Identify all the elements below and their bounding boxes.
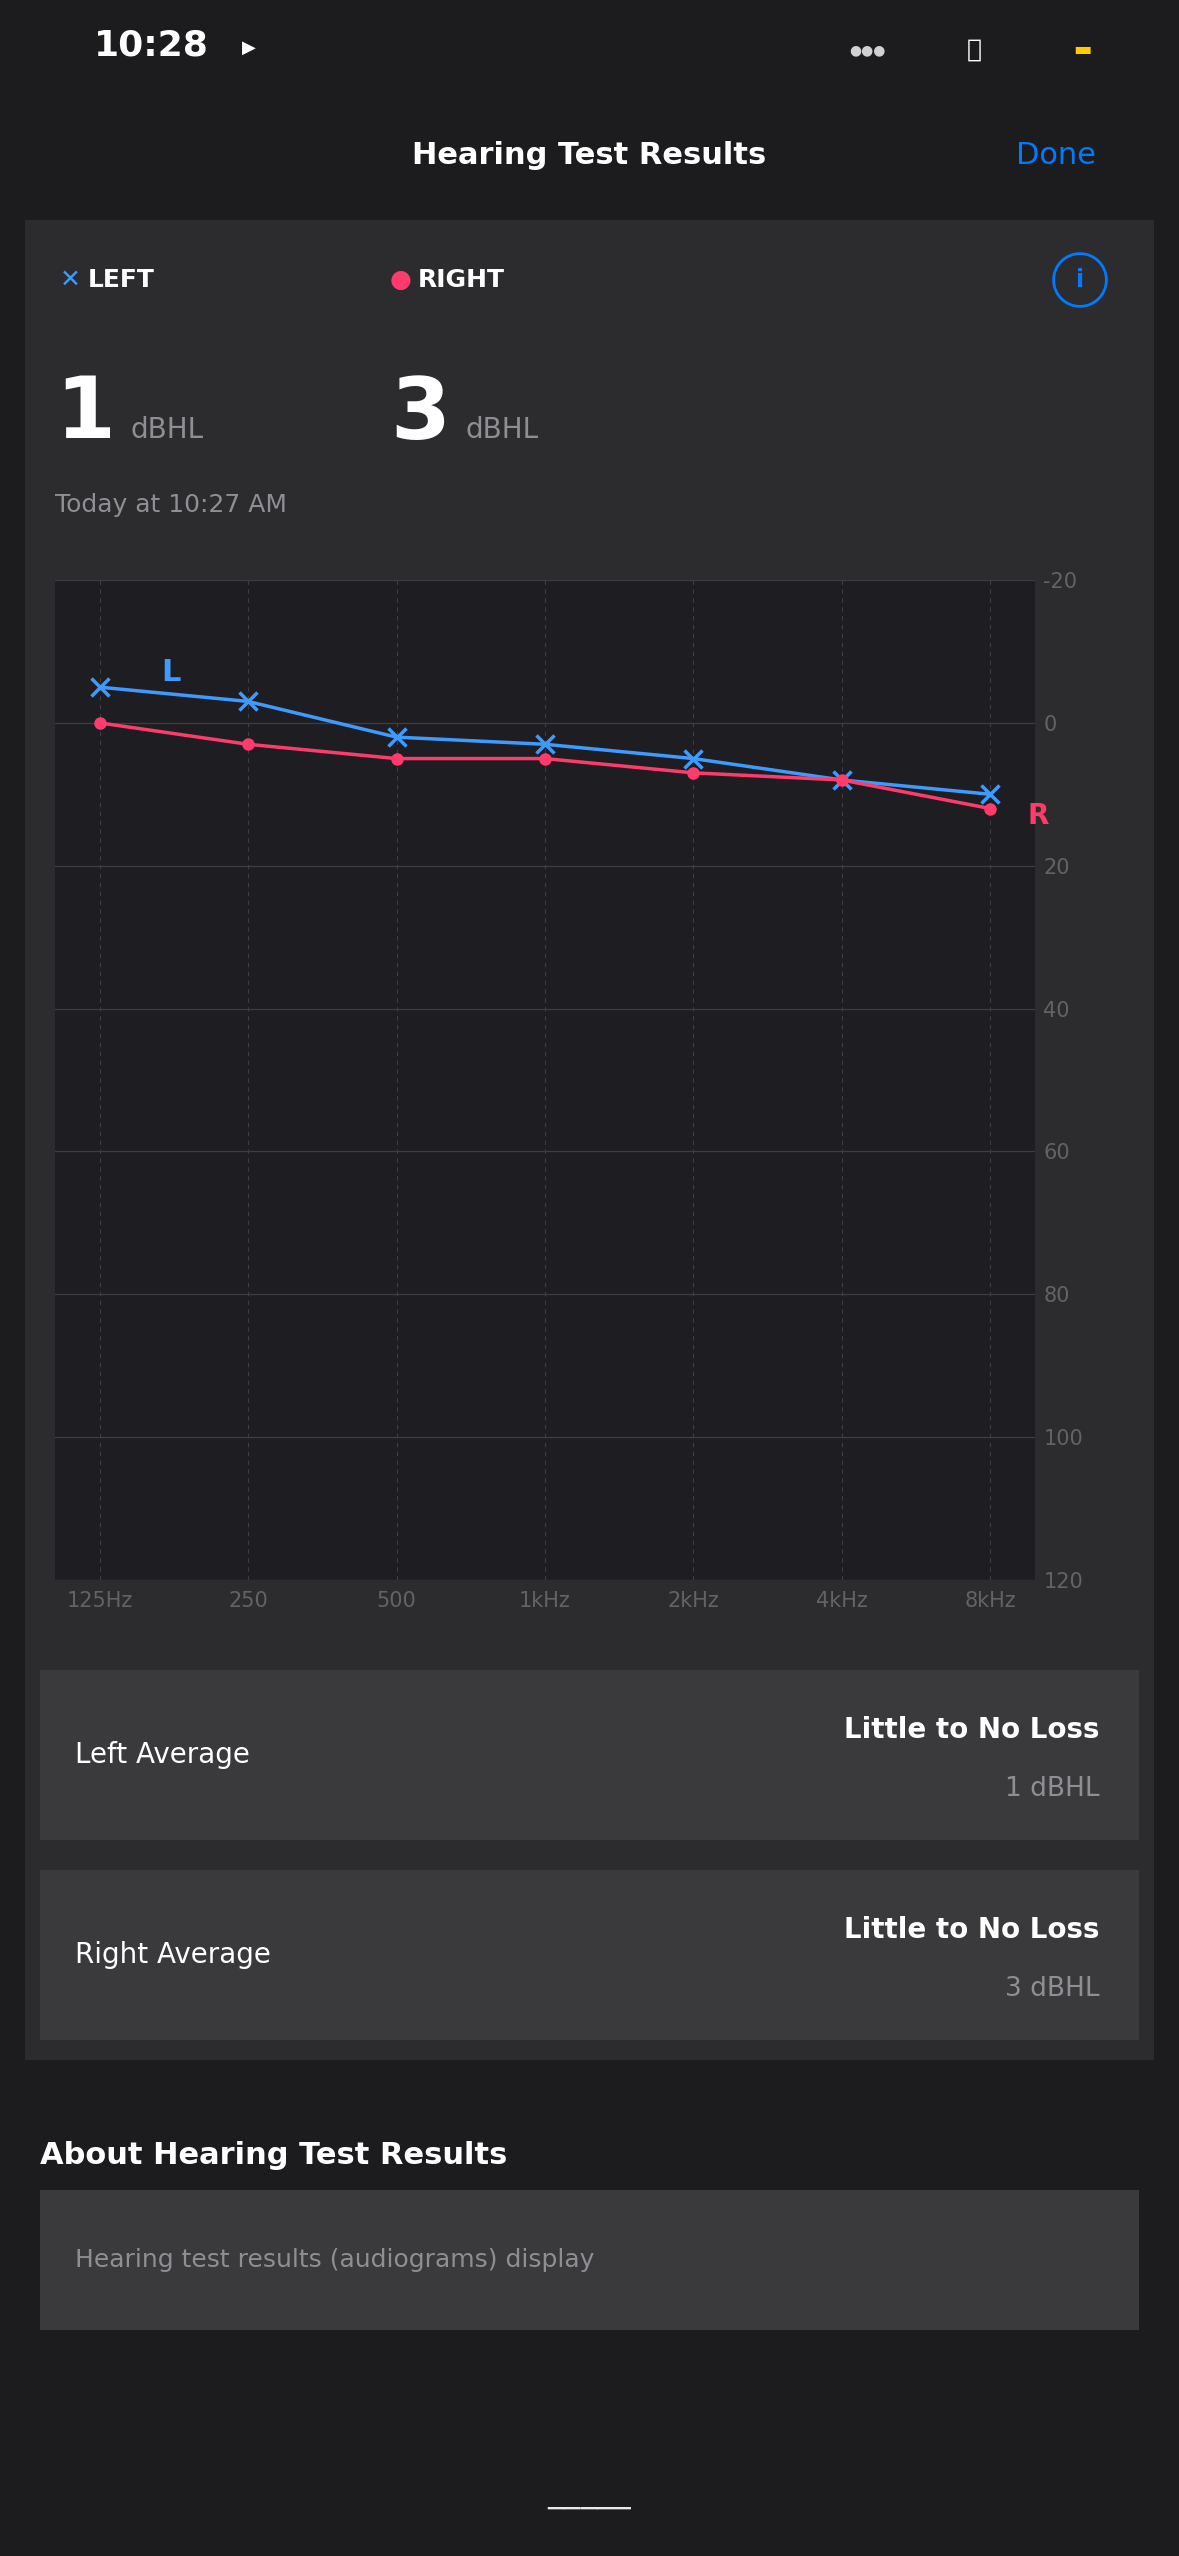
Text: Little to No Loss: Little to No Loss (844, 1914, 1100, 1943)
FancyBboxPatch shape (0, 2185, 1179, 2336)
Text: ▬: ▬ (1073, 41, 1092, 59)
Text: ⌾: ⌾ (967, 38, 982, 61)
Text: Done: Done (1016, 141, 1096, 169)
Text: R: R (1028, 803, 1049, 831)
Text: ▶: ▶ (242, 38, 256, 56)
Text: L: L (162, 659, 180, 688)
FancyBboxPatch shape (0, 1664, 1179, 1848)
Text: 10:28: 10:28 (94, 28, 209, 61)
Text: i: i (1076, 268, 1084, 291)
Text: 1 dBHL: 1 dBHL (1006, 1776, 1100, 1802)
FancyBboxPatch shape (0, 1863, 1179, 2047)
Text: Hearing Test Results: Hearing Test Results (413, 141, 766, 169)
Text: dBHL: dBHL (130, 417, 203, 445)
Text: LEFT: LEFT (88, 268, 154, 291)
Text: ✕: ✕ (60, 268, 81, 291)
Text: ●●●: ●●● (849, 43, 885, 56)
Text: dBHL: dBHL (465, 417, 538, 445)
Text: 1: 1 (55, 373, 114, 458)
FancyBboxPatch shape (2, 184, 1177, 2096)
Text: Little to No Loss: Little to No Loss (844, 1715, 1100, 1743)
Text: 3: 3 (390, 373, 450, 458)
Text: ●: ● (390, 268, 411, 291)
Text: RIGHT: RIGHT (419, 268, 505, 291)
Text: About Hearing Test Results: About Hearing Test Results (40, 2139, 507, 2170)
Text: ─────: ───── (547, 2497, 632, 2523)
Text: Left Average: Left Average (75, 1741, 250, 1769)
Text: 3 dBHL: 3 dBHL (1006, 1976, 1100, 2001)
Text: Hearing test results (audiograms) display: Hearing test results (audiograms) displa… (75, 2247, 594, 2272)
Text: Today at 10:27 AM: Today at 10:27 AM (55, 493, 286, 516)
Text: Right Average: Right Average (75, 1940, 271, 1968)
